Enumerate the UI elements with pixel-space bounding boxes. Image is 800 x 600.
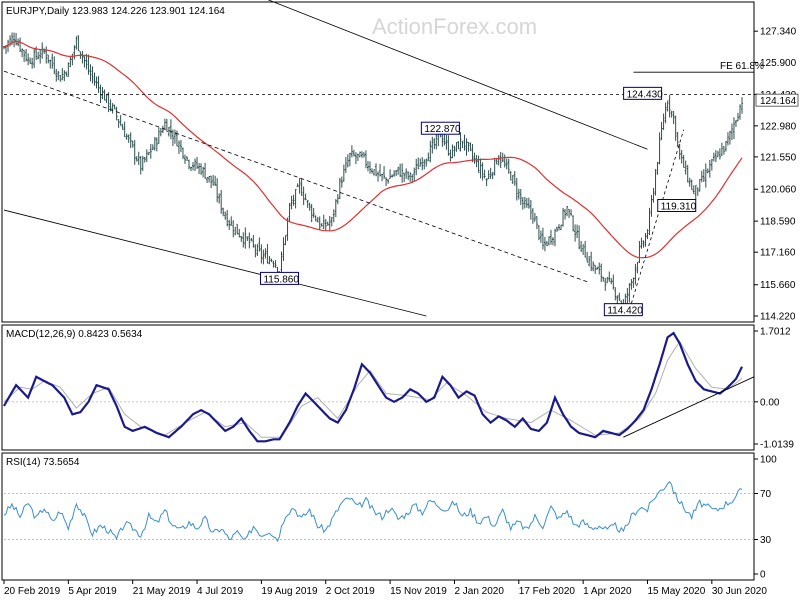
annotation-box xyxy=(603,303,643,317)
price-layer: FE 61.8% 115.860 122.870 114.420 124.430 119.… xyxy=(3,0,764,317)
last-price-box xyxy=(755,93,799,107)
macd-signal-line xyxy=(3,340,743,438)
rsi-tick-label: 0 xyxy=(760,570,766,581)
price-tick-label: 122.980 xyxy=(760,121,797,132)
x-tick-label: 21 May 2019 xyxy=(133,586,191,597)
x-tick-label: 5 Apr 2019 xyxy=(68,586,117,597)
x-tick-label: 15 Nov 2019 xyxy=(390,586,447,597)
rsi-title: RSI(14) 73.5654 xyxy=(6,457,80,468)
price-tick-label: 118.590 xyxy=(760,217,796,228)
annotation-label: 124.430 xyxy=(627,89,664,100)
price-tick-label: 127.340 xyxy=(760,27,797,38)
trend-line-1 xyxy=(3,209,427,317)
macd-panel-frame xyxy=(1,324,755,451)
trend-line-0 xyxy=(267,0,648,150)
x-tick-label: 15 May 2020 xyxy=(647,586,705,597)
price-tick-label: 117.160 xyxy=(760,248,796,259)
annotation-box xyxy=(420,121,460,135)
annotation-label: 115.860 xyxy=(263,274,299,285)
rsi-panel-frame xyxy=(1,452,755,581)
x-tick-label: 19 Aug 2019 xyxy=(261,586,318,597)
price-tick-label: 120.060 xyxy=(760,185,797,196)
fe-label: FE 61.8% xyxy=(720,61,764,72)
rsi-layer: 100 70 30 0 xyxy=(3,455,777,581)
macd-tick-label: 1.7012 xyxy=(760,327,791,338)
x-tick-label: 4 Jul 2019 xyxy=(197,586,244,597)
x-tick-label: 30 Jun 2020 xyxy=(712,586,767,597)
annotation-label: 119.310 xyxy=(661,202,697,213)
x-tick-label: 1 Apr 2020 xyxy=(583,586,632,597)
price-title: EURJPY,Daily 123.983 124.226 123.901 124… xyxy=(6,6,225,17)
annotation-box xyxy=(259,271,299,285)
price-tick-label: 114.220 xyxy=(760,312,796,323)
price-tick-label: 125.900 xyxy=(760,58,797,69)
annotation-box xyxy=(657,199,697,213)
macd-layer: 1.7012 0.00 -1.0139 xyxy=(3,327,794,451)
rsi-tick-label: 100 xyxy=(760,455,777,466)
rsi-tick-label: 70 xyxy=(760,489,772,500)
rsi-tick-label: 30 xyxy=(760,535,772,546)
price-tick-label: 115.660 xyxy=(760,280,796,291)
macd-trend-line xyxy=(623,376,755,438)
x-tick-label: 20 Feb 2019 xyxy=(4,586,61,597)
trend-line-3 xyxy=(631,129,685,304)
rsi-line xyxy=(3,481,743,543)
macd-title: MACD(12,26,9) 0.8423 0.5634 xyxy=(6,329,143,340)
x-tick-label: 2 Jan 2020 xyxy=(454,586,504,597)
trend-line-2 xyxy=(3,70,588,283)
x-tick-label: 2 Oct 2019 xyxy=(326,586,375,597)
x-tick-label: 17 Feb 2020 xyxy=(519,586,576,597)
last-price-label: 124.164 xyxy=(760,96,797,107)
price-panel-frame xyxy=(1,1,755,323)
annotation-label: 122.870 xyxy=(424,124,461,135)
macd-tick-label: 0.00 xyxy=(760,397,780,408)
macd-tick-label: -1.0139 xyxy=(760,440,794,451)
moving-average-line xyxy=(3,40,743,259)
watermark: ActionForex.com xyxy=(372,14,537,39)
price-tick-label: 121.550 xyxy=(760,152,797,163)
axis-layer: 127.340 125.900 124.430 122.980 121.550 120.0… xyxy=(3,27,799,597)
annotation-box xyxy=(623,86,663,100)
macd-line xyxy=(3,331,743,443)
annotation-label: 114.420 xyxy=(607,306,643,317)
